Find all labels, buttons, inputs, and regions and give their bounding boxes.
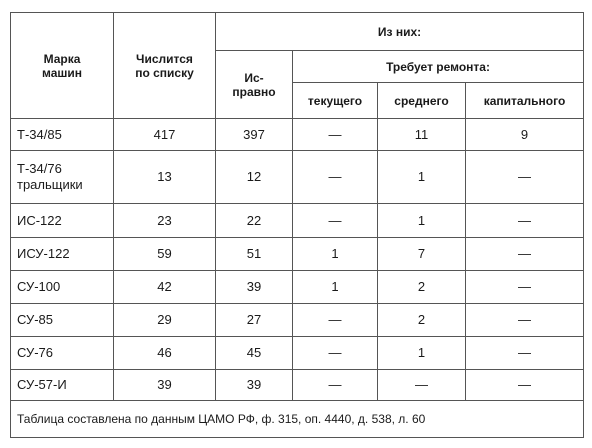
table-footer: Таблица составлена по данным ЦАМО РФ, ф.… [9,400,585,438]
table-cell: 1 [292,270,378,304]
table-cell: 12 [215,150,293,204]
table-row: Т-34/85 417 397—11 9 [10,118,585,151]
row-label: ИС-122 [10,203,114,238]
table-row: ИС-122 23 22—1— [10,203,585,238]
row-label: СУ-100 [10,270,114,304]
header-cell: капитального [464,82,585,119]
row-label: СУ-57-И [10,369,114,401]
table-cell: — [464,237,585,271]
table-cell: — [292,203,378,238]
header-cell: Требует ремонта: [291,50,585,83]
table-cell: 13 [113,150,216,204]
table-cell: 29 [113,303,216,337]
table-cell: 22 [215,203,293,238]
header-cell: Числится по списку [113,12,216,119]
table-cell: 39 [215,369,293,401]
table-row: СУ-57-И 39 39— — — [10,369,585,401]
header-cell: Ис- правно [215,50,293,119]
table-cell: 417 [113,118,216,151]
table-cell: — [292,369,378,401]
table-cell: — [464,150,585,204]
table-cell: — [464,270,585,304]
table-cell: 1 [377,150,466,204]
table-row: СУ-76 46 45—1— [10,336,585,370]
table-row: СУ-85 29 27—2— [10,303,585,337]
note: Таблица составлена по данным ЦАМО РФ, ф.… [9,400,585,438]
row-label: СУ-85 [10,303,114,337]
table-cell: — [292,150,378,204]
row-label: СУ-76 [10,336,114,370]
table-cell: 1 [292,237,378,271]
header-cell: текущего [292,82,378,119]
row-label: Т-34/76 тральщики [10,150,114,204]
header-cell: Марка машин [10,12,114,119]
table-cell: 51 [215,237,293,271]
table-header: Марка машин Числится по списку Из них: И… [10,12,585,119]
table-cell: 46 [113,336,216,370]
table-body: Т-34/85 417 397—11 9 Т-34/76 тральщики 13 12—1… [10,118,585,401]
table-cell: — [292,118,378,151]
table-row: СУ-100 42 39 1 2— [10,270,585,304]
table-cell: — [464,203,585,238]
data-table: Марка машин Числится по списку Из них: И… [9,12,585,438]
table-cell: 27 [215,303,293,337]
table-cell: 397 [215,118,293,151]
table-cell: 45 [215,336,293,370]
table-cell: 11 [377,118,466,151]
table-cell: 39 [113,369,216,401]
row-label: Т-34/85 [10,118,114,151]
table-cell: — [464,303,585,337]
header-cell: Из них: [214,12,585,51]
table-cell: 2 [377,270,466,304]
table-cell: — [292,303,378,337]
table-cell: 9 [464,118,585,151]
header-cell: среднего [377,82,466,119]
table-cell: 2 [377,303,466,337]
table-cell: 42 [113,270,216,304]
table-cell: 59 [113,237,216,271]
table-cell: 39 [215,270,293,304]
row-label: ИСУ-122 [10,237,114,271]
table-cell: 7 [377,237,466,271]
table-cell: — [292,336,378,370]
table-cell: 1 [377,336,466,370]
table-cell: — [464,336,585,370]
table-cell: — [464,369,585,401]
table-cell: 1 [377,203,466,238]
table-row: Т-34/76 тральщики 13 12—1— [10,150,585,204]
table-cell: 23 [113,203,216,238]
table-cell: — [377,369,466,401]
table-row: ИСУ-122 59 51 1 7— [10,237,585,271]
